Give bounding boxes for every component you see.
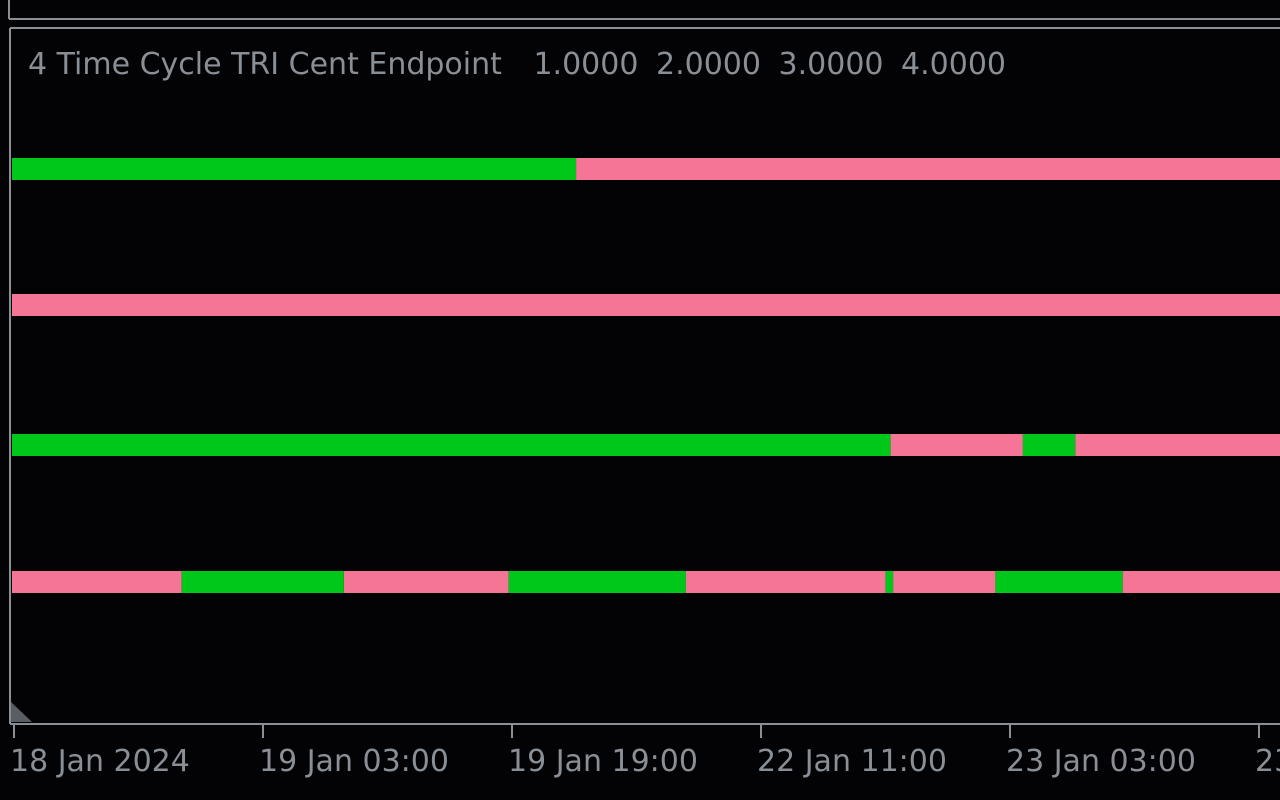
indicator-caption: 4 Time Cycle TRI Cent Endpoint 1.0000 2.…: [28, 47, 1006, 82]
x-tick-label: 19 Jan 19:00: [508, 744, 698, 779]
level-1-segment-1-down: [12, 571, 182, 593]
level-1-segment-7-down: [893, 571, 996, 593]
level-4-segment-1-up: [12, 158, 577, 180]
x-tick-label: 22 Jan 11:00: [757, 744, 947, 779]
indicator-title: 4 Time Cycle TRI Cent Endpoint: [28, 47, 502, 82]
resize-grip-icon[interactable]: [11, 702, 32, 722]
level-1-segment-3-down: [344, 571, 509, 593]
level-2-segment-4-down: [1075, 434, 1280, 456]
level-1-segment-9-down: [1122, 571, 1280, 593]
level-label-1: 1.0000: [533, 47, 638, 82]
time-axis: 18 Jan 2024 19 Jan 03:00 19 Jan 19:00 22 Ja…: [10, 724, 1280, 779]
level-2-segment-3-up: [1022, 434, 1076, 456]
level-3-segment-1-down: [12, 294, 1280, 316]
level-4-segment-2-down: [576, 158, 1280, 180]
level-2-segment-1-up: [12, 434, 891, 456]
x-tick-label: 18 Jan 2024: [10, 744, 190, 779]
upper-panel-strip: [0, 0, 1280, 18]
level-label-2: 2.0000: [656, 47, 761, 82]
x-tick-label: 23 Jan 19:00: [1255, 744, 1280, 779]
level-1-segment-2-up: [181, 571, 344, 593]
level-1-segment-8-up: [995, 571, 1123, 593]
level-1-segment-4-up: [508, 571, 686, 593]
level-1-segment-5-down: [685, 571, 886, 593]
level-2-segment-2-down: [890, 434, 1023, 456]
x-tick-label: 23 Jan 03:00: [1006, 744, 1196, 779]
x-tick-label: 19 Jan 03:00: [259, 744, 449, 779]
level-label-3: 3.0000: [779, 47, 884, 82]
signal-bars: [12, 158, 1280, 593]
level-1-segment-6-up: [885, 571, 894, 593]
level-label-4: 4.0000: [901, 47, 1006, 82]
